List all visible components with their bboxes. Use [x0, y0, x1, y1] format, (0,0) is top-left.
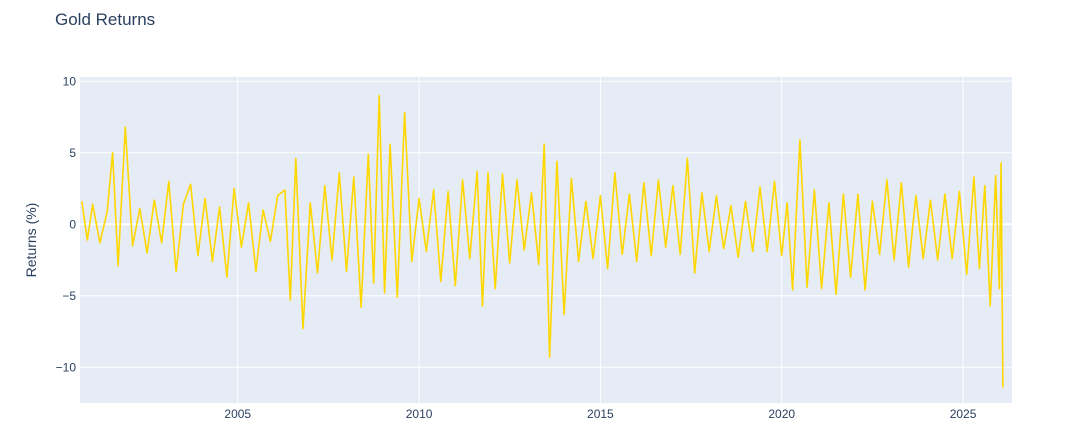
y-tick-label: −10 — [56, 360, 77, 374]
returns-series-line — [81, 94, 1004, 388]
grid-lines — [80, 77, 1012, 403]
x-tick-label: 2025 — [950, 407, 977, 421]
x-tick-label: 2005 — [224, 407, 251, 421]
x-tick-label: 2015 — [587, 407, 614, 421]
x-tick-labels: 2005 2010 2015 2020 2025 — [224, 407, 976, 421]
y-tick-labels: 10 5 0 −5 −10 — [56, 74, 77, 374]
y-tick-label: 10 — [63, 74, 77, 88]
x-tick-label: 2010 — [406, 407, 433, 421]
y-tick-label: 5 — [69, 146, 76, 160]
chart-title: Gold Returns — [55, 10, 156, 29]
y-tick-label: −5 — [62, 289, 76, 303]
series-layer — [81, 94, 1004, 388]
y-axis-title: Returns (%) — [23, 203, 39, 278]
x-tick-label: 2020 — [768, 407, 795, 421]
y-tick-label: 0 — [69, 217, 76, 231]
